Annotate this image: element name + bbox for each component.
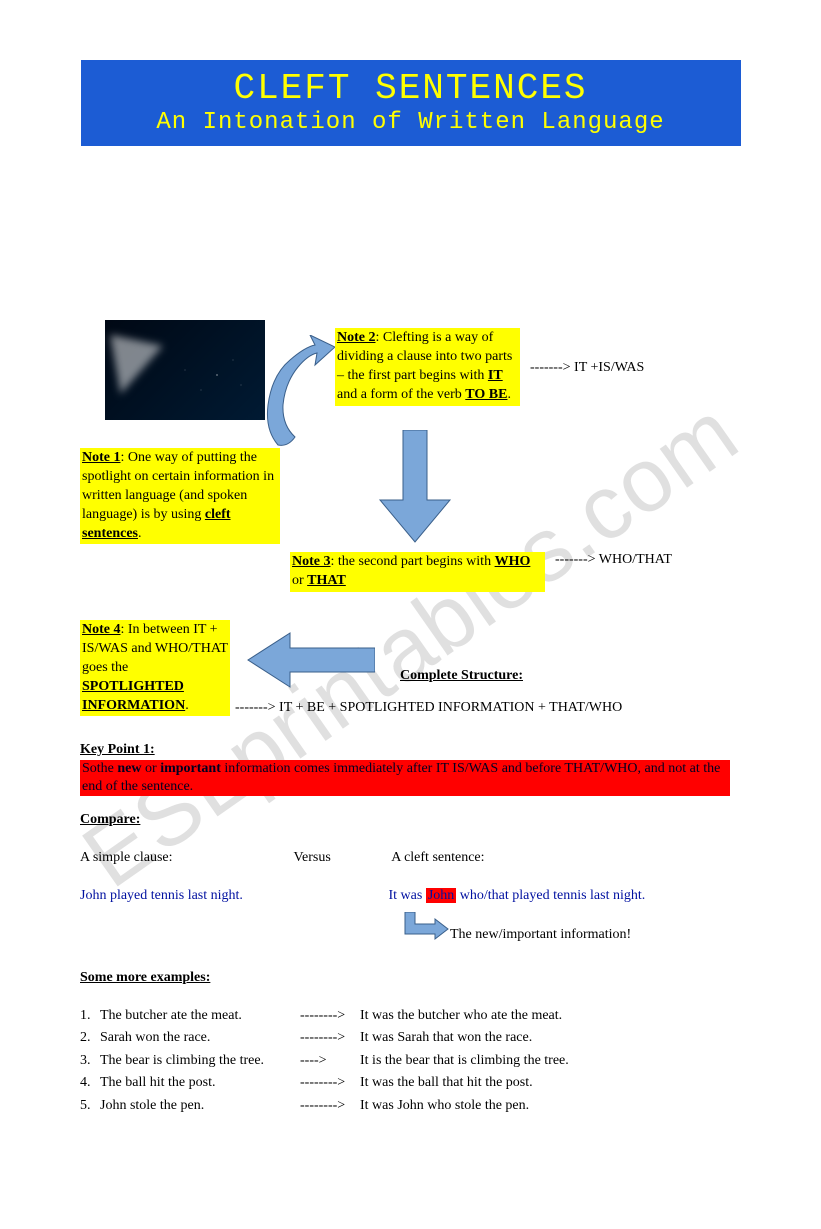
note-2-b2: TO BE: [465, 387, 507, 402]
example-dash: -------->: [300, 1095, 360, 1117]
example-source: The bear is climbing the tree.: [100, 1050, 300, 1072]
page-content: CLEFT SENTENCES An Intonation of Written…: [0, 60, 821, 146]
small-right-arrow-icon: [395, 912, 450, 947]
compare-heading: Compare:: [80, 812, 140, 828]
example-source: Sarah won the race.: [100, 1027, 300, 1049]
example-dash: -------->: [300, 1027, 360, 1049]
example-source: The butcher ate the meat.: [100, 1005, 300, 1027]
example-result: It was John who stole the pen.: [360, 1098, 529, 1113]
kp-pre: Sothe: [82, 761, 117, 776]
title-banner: CLEFT SENTENCES An Intonation of Written…: [81, 60, 741, 146]
note-2-tail: .: [507, 387, 511, 402]
compare-h2: A cleft sentence:: [391, 850, 484, 865]
note-1-label: Note 1: [82, 450, 121, 465]
curved-arrow-icon: [260, 335, 335, 450]
info-callout: The new/important information!: [450, 927, 631, 943]
kp-b1: new: [117, 761, 141, 776]
note-2-b1: IT: [488, 368, 503, 383]
note-3-body: : the second part begins with: [331, 554, 495, 569]
examples-heading: Some more examples:: [80, 970, 210, 986]
note-4-tail: .: [185, 698, 189, 713]
example-row: 4.The ball hit the post.-------->It was …: [80, 1072, 569, 1094]
compare-simple: John played tennis last night.: [80, 888, 385, 904]
compare-cleft-hl: John: [426, 888, 456, 903]
down-arrow-icon: [375, 430, 455, 545]
compare-cleft-post: who/that played tennis last night.: [456, 888, 645, 903]
arrow-text-2: -------> WHO/THAT: [555, 552, 672, 568]
key-point-heading: Key Point 1:: [80, 742, 155, 758]
example-result: It was Sarah that won the race.: [360, 1030, 532, 1045]
example-row: 5.John stole the pen.-------->It was Joh…: [80, 1095, 569, 1117]
compare-h1: A simple clause:: [80, 850, 290, 866]
example-dash: ---->: [300, 1050, 360, 1072]
example-number: 2.: [80, 1027, 100, 1049]
complete-structure-heading: Complete Structure:: [400, 668, 523, 684]
page-subtitle: An Intonation of Written Language: [81, 109, 741, 136]
example-number: 3.: [80, 1050, 100, 1072]
example-number: 1.: [80, 1005, 100, 1027]
note-3-b2: THAT: [307, 573, 346, 588]
kp-b2: important: [160, 761, 221, 776]
note-4: Note 4: In between IT + IS/WAS and WHO/T…: [80, 620, 230, 716]
example-result: It was the butcher who ate the meat.: [360, 1008, 562, 1023]
compare-sentences: John played tennis last night. It was Jo…: [80, 888, 740, 904]
compare-hv: Versus: [294, 850, 389, 866]
note-2: Note 2: Clefting is a way of dividing a …: [335, 328, 520, 406]
example-dash: -------->: [300, 1072, 360, 1094]
example-dash: -------->: [300, 1005, 360, 1027]
examples-list: 1.The butcher ate the meat.-------->It w…: [80, 1005, 569, 1117]
example-source: John stole the pen.: [100, 1095, 300, 1117]
example-number: 5.: [80, 1095, 100, 1117]
compare-cleft-pre: It was: [389, 888, 426, 903]
note-3-mid: or: [292, 573, 307, 588]
note-2-mid: and a form of the verb: [337, 387, 465, 402]
arrow-text-3: -------> IT + BE + SPOTLIGHTED INFORMATI…: [235, 700, 622, 716]
note-1-tail2: .: [138, 526, 142, 541]
note-4-label: Note 4: [82, 622, 121, 637]
example-row: 1.The butcher ate the meat.-------->It w…: [80, 1005, 569, 1027]
note-3-label: Note 3: [292, 554, 331, 569]
note-3-b1: WHO: [495, 554, 531, 569]
compare-headers: A simple clause: Versus A cleft sentence…: [80, 850, 740, 866]
example-result: It was the ball that hit the post.: [360, 1075, 533, 1090]
example-source: The ball hit the post.: [100, 1072, 300, 1094]
example-number: 4.: [80, 1072, 100, 1094]
page-title: CLEFT SENTENCES: [81, 68, 741, 109]
note-3: Note 3: the second part begins with WHO …: [290, 552, 545, 592]
kp-mid1: or: [142, 761, 161, 776]
arrow-text-1: -------> IT +IS/WAS: [530, 360, 644, 376]
left-arrow-icon: [245, 630, 375, 690]
example-row: 2.Sarah won the race.-------->It was Sar…: [80, 1027, 569, 1049]
key-point-body: Sothe new or important information comes…: [80, 760, 730, 796]
note-4-b1: SPOTLIGHTED INFORMATION: [82, 679, 185, 713]
note-1: Note 1: One way of putting the spotlight…: [80, 448, 280, 544]
example-row: 3.The bear is climbing the tree.---->It …: [80, 1050, 569, 1072]
note-2-label: Note 2: [337, 330, 376, 345]
example-result: It is the bear that is climbing the tree…: [360, 1053, 569, 1068]
spotlight-image: [105, 320, 265, 420]
